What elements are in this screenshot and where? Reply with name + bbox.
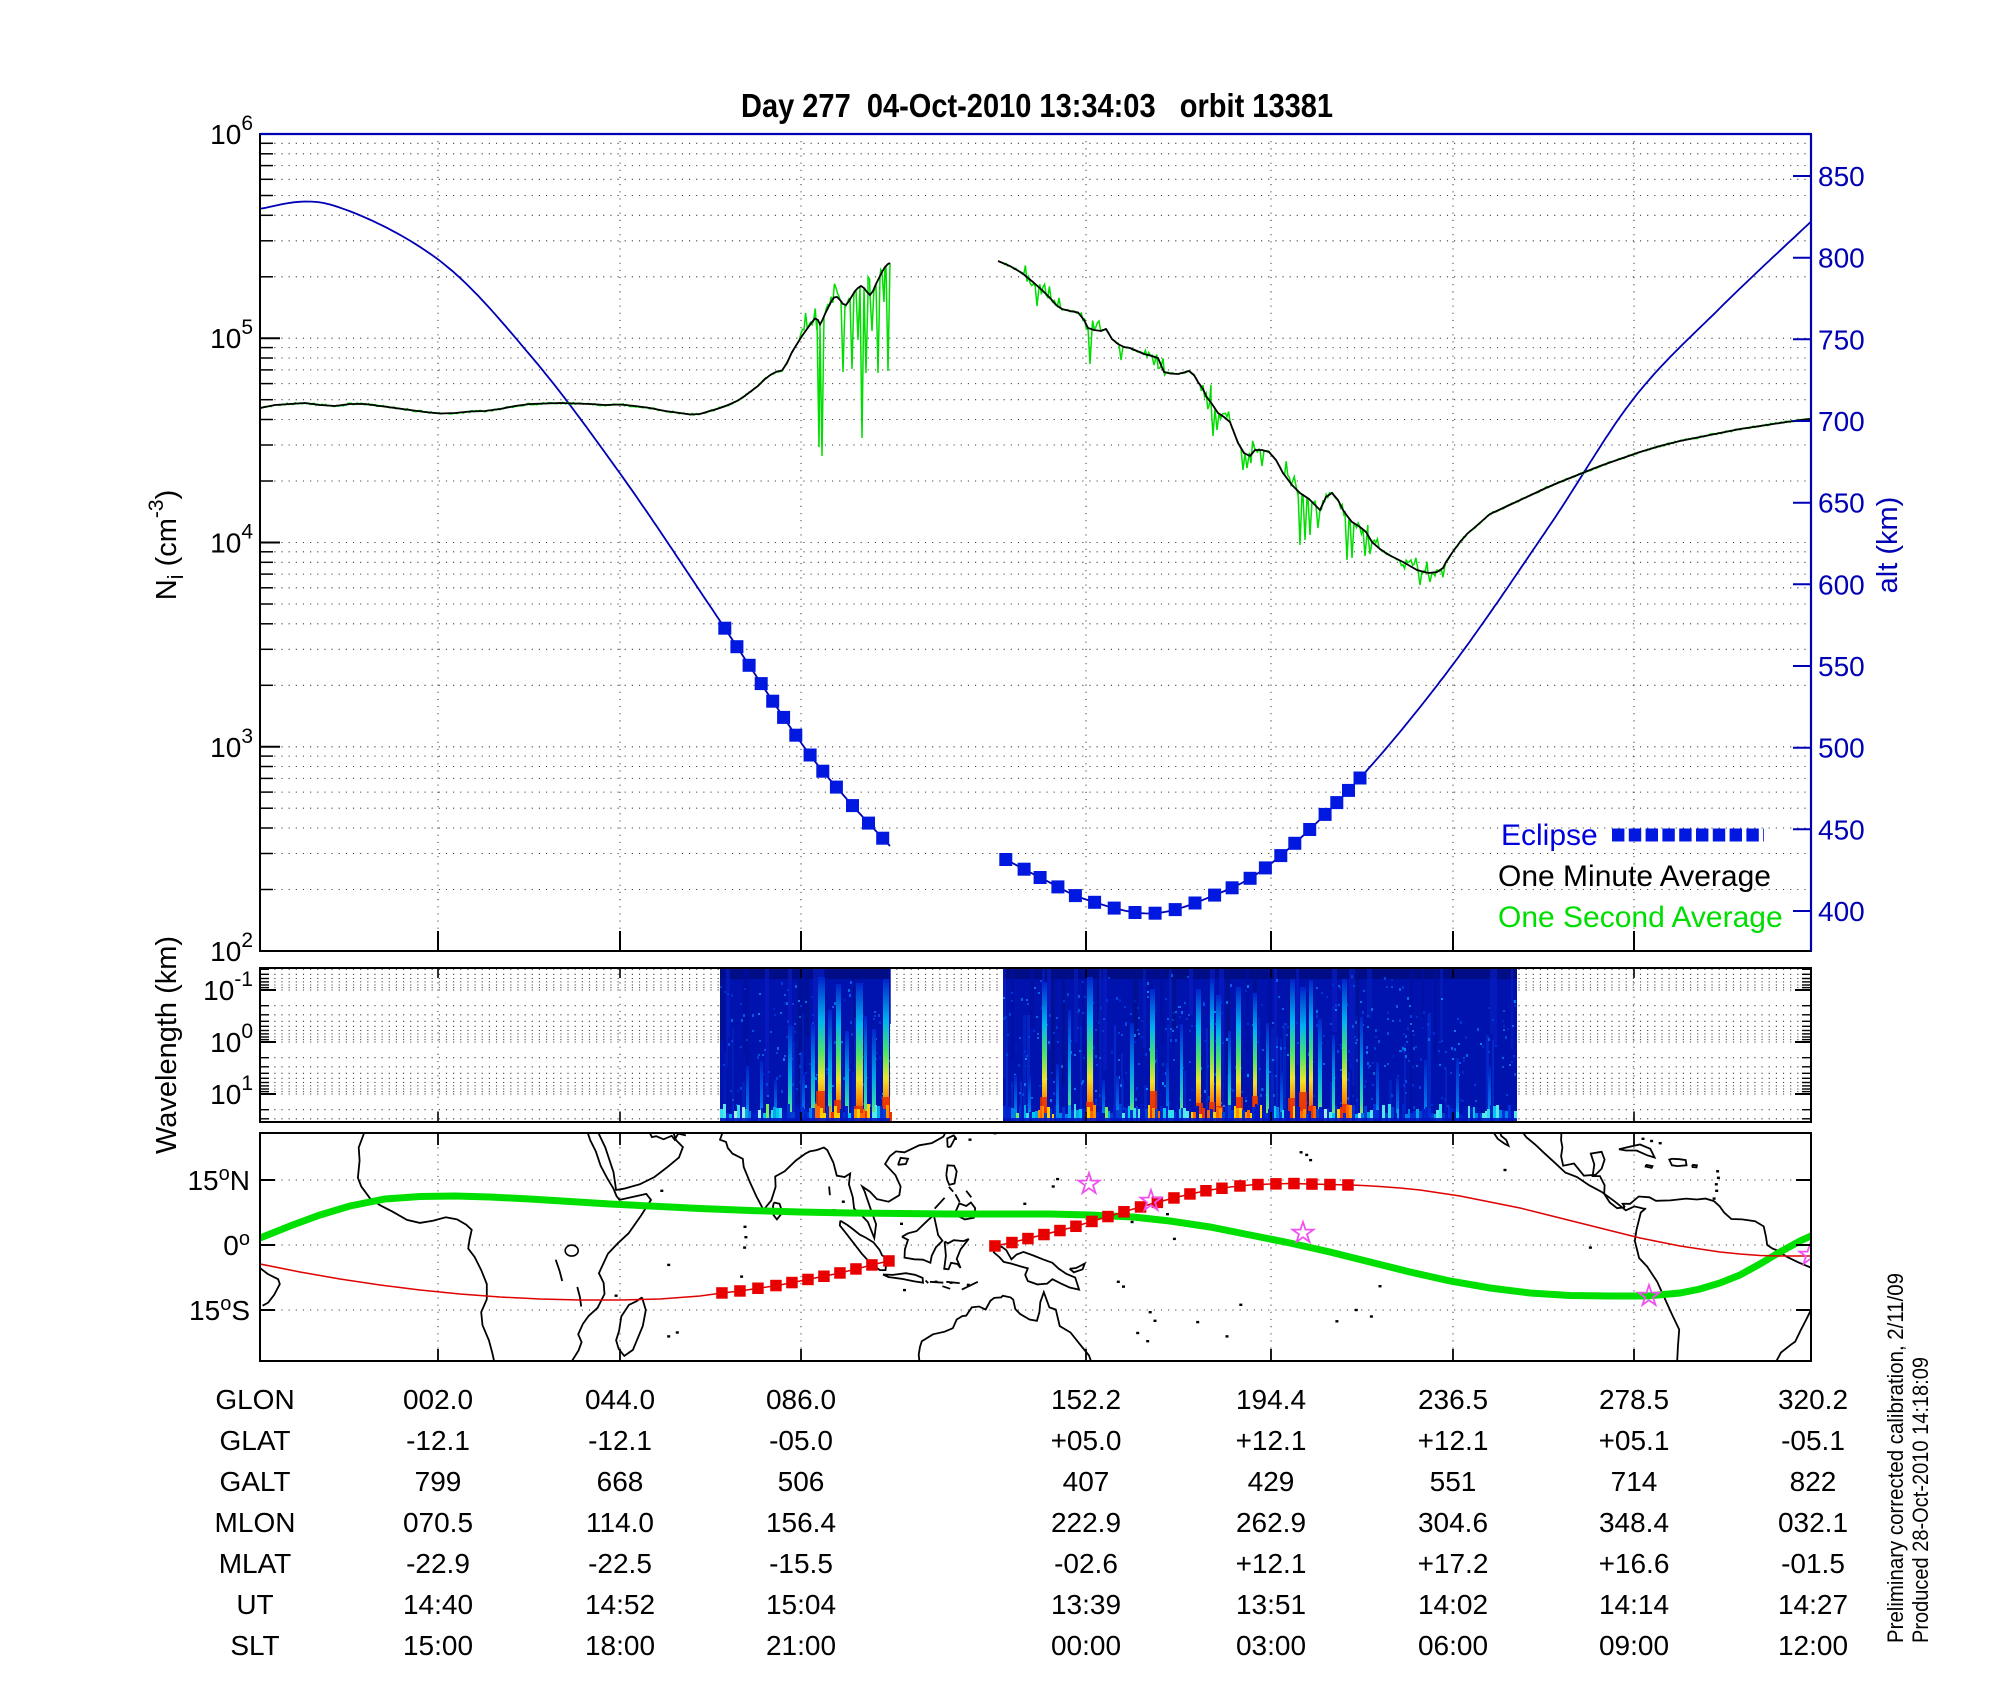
svg-text:09:00: 09:00: [1599, 1630, 1669, 1661]
svg-text:06:00: 06:00: [1418, 1630, 1488, 1661]
svg-text:+12.1: +12.1: [1418, 1425, 1489, 1456]
svg-text:668: 668: [597, 1466, 644, 1497]
svg-text:Preliminary corrected calibrat: Preliminary corrected calibration, 2/11/…: [1883, 1273, 1908, 1643]
svg-text:222.9: 222.9: [1051, 1507, 1121, 1538]
svg-text:Wavelength (km): Wavelength (km): [151, 936, 183, 1154]
svg-text:13:39: 13:39: [1051, 1589, 1121, 1620]
svg-text:+05.0: +05.0: [1051, 1425, 1122, 1456]
svg-text:086.0: 086.0: [766, 1384, 836, 1415]
svg-text:800: 800: [1818, 243, 1865, 274]
svg-text:+05.1: +05.1: [1599, 1425, 1670, 1456]
svg-text:304.6: 304.6: [1418, 1507, 1488, 1538]
svg-text:262.9: 262.9: [1236, 1507, 1306, 1538]
svg-text:407: 407: [1063, 1466, 1110, 1497]
svg-text:429: 429: [1248, 1466, 1295, 1497]
svg-text:Day 277 04-Oct-2010 13:34:03: Day 277 04-Oct-2010 13:34:03 orbit 13381: [741, 87, 1333, 124]
svg-text:551: 551: [1430, 1466, 1477, 1497]
svg-text:+16.6: +16.6: [1599, 1548, 1670, 1579]
svg-text:-12.1: -12.1: [406, 1425, 470, 1456]
svg-text:600: 600: [1818, 569, 1865, 600]
svg-text:+12.1: +12.1: [1236, 1425, 1307, 1456]
svg-text:GLAT: GLAT: [219, 1425, 290, 1456]
svg-text:10-1: 10-1: [203, 968, 253, 1006]
svg-text:700: 700: [1818, 406, 1865, 437]
svg-text:12:00: 12:00: [1778, 1630, 1848, 1661]
svg-text:650: 650: [1818, 488, 1865, 519]
svg-text:799: 799: [415, 1466, 462, 1497]
svg-text:14:02: 14:02: [1418, 1589, 1488, 1620]
svg-text:UT: UT: [236, 1589, 273, 1620]
svg-text:114.0: 114.0: [586, 1507, 654, 1538]
svg-text:One Second Average: One Second Average: [1498, 901, 1783, 934]
svg-text:14:52: 14:52: [585, 1589, 655, 1620]
svg-text:714: 714: [1611, 1466, 1658, 1497]
svg-text:Produced 28-Oct-2010 14:18:09: Produced 28-Oct-2010 14:18:09: [1908, 1357, 1933, 1643]
svg-text:15:00: 15:00: [403, 1630, 473, 1661]
svg-text:-15.5: -15.5: [769, 1548, 833, 1579]
svg-text:GALT: GALT: [219, 1466, 290, 1497]
svg-text:13:51: 13:51: [1236, 1589, 1306, 1620]
svg-text:236.5: 236.5: [1418, 1384, 1488, 1415]
svg-text:506: 506: [778, 1466, 825, 1497]
svg-text:15oS: 15oS: [189, 1293, 250, 1326]
svg-text:822: 822: [1790, 1466, 1837, 1497]
svg-text:278.5: 278.5: [1599, 1384, 1669, 1415]
svg-text:070.5: 070.5: [403, 1507, 473, 1538]
svg-text:+12.1: +12.1: [1236, 1548, 1307, 1579]
svg-text:GLON: GLON: [215, 1384, 294, 1415]
svg-text:320.2: 320.2: [1778, 1384, 1848, 1415]
svg-text:850: 850: [1818, 161, 1865, 192]
svg-text:152.2: 152.2: [1051, 1384, 1121, 1415]
svg-text:750: 750: [1818, 324, 1865, 355]
svg-text:-12.1: -12.1: [588, 1425, 652, 1456]
svg-text:550: 550: [1818, 651, 1865, 682]
svg-text:18:00: 18:00: [585, 1630, 655, 1661]
svg-text:-02.6: -02.6: [1054, 1548, 1118, 1579]
svg-text:-22.5: -22.5: [588, 1548, 652, 1579]
svg-text:-05.1: -05.1: [1781, 1425, 1845, 1456]
svg-text:348.4: 348.4: [1599, 1507, 1669, 1538]
svg-text:194.4: 194.4: [1236, 1384, 1306, 1415]
svg-text:15:04: 15:04: [766, 1589, 836, 1620]
svg-text:032.1: 032.1: [1778, 1507, 1848, 1538]
svg-text:500: 500: [1818, 733, 1865, 764]
svg-text:044.0: 044.0: [585, 1384, 655, 1415]
svg-text:14:14: 14:14: [1599, 1589, 1669, 1620]
svg-text:Eclipse: Eclipse: [1501, 819, 1598, 852]
svg-text:21:00: 21:00: [766, 1630, 836, 1661]
svg-text:MLAT: MLAT: [219, 1548, 292, 1579]
svg-text:+17.2: +17.2: [1418, 1548, 1489, 1579]
svg-text:14:40: 14:40: [403, 1589, 473, 1620]
svg-text:002.0: 002.0: [403, 1384, 473, 1415]
svg-text:One Minute Average: One Minute Average: [1498, 860, 1771, 893]
svg-text:400: 400: [1818, 896, 1865, 927]
svg-text:SLT: SLT: [230, 1630, 279, 1661]
svg-text:03:00: 03:00: [1236, 1630, 1306, 1661]
svg-text:MLON: MLON: [215, 1507, 296, 1538]
svg-text:alt (km): alt (km): [1872, 497, 1904, 594]
svg-text:-01.5: -01.5: [1781, 1548, 1845, 1579]
svg-text:-05.0: -05.0: [769, 1425, 833, 1456]
svg-text:14:27: 14:27: [1778, 1589, 1848, 1620]
svg-text:-22.9: -22.9: [406, 1548, 470, 1579]
svg-text:00:00: 00:00: [1051, 1630, 1121, 1661]
svg-text:450: 450: [1818, 814, 1865, 845]
svg-text:156.4: 156.4: [766, 1507, 836, 1538]
